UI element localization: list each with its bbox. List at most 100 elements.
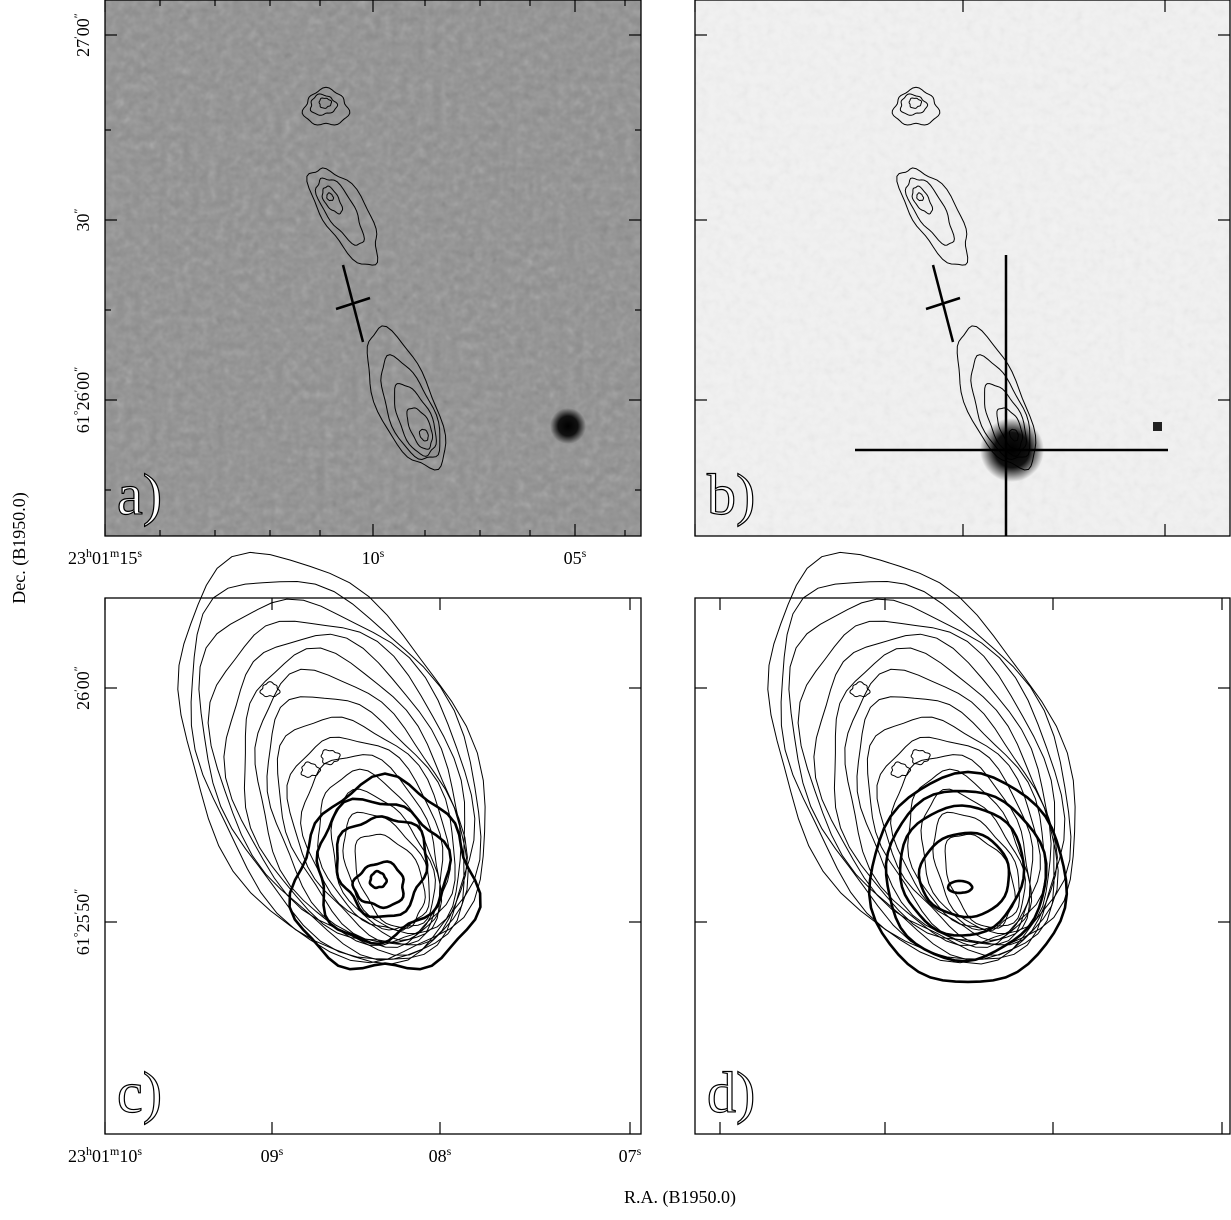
contour	[856, 696, 1046, 948]
contour	[380, 354, 441, 461]
contour	[932, 811, 1020, 932]
tick-label-part: ′	[71, 911, 85, 914]
tick-label-part: ″	[71, 209, 85, 214]
contour	[767, 551, 1076, 964]
tick-label-part: 50	[73, 894, 93, 912]
tick-label-part: 08	[429, 1146, 447, 1166]
tick-label: 27′00″	[71, 13, 93, 57]
contour	[406, 407, 434, 450]
contour	[896, 167, 969, 266]
contour	[259, 681, 281, 698]
y-axis-label: Dec. (B1950.0)	[9, 492, 30, 603]
contour	[908, 97, 923, 109]
panel-frame	[694, 597, 1231, 1135]
panel-label: d)	[707, 1060, 755, 1125]
tick-label: 23h01m10s	[68, 1144, 142, 1166]
tick-label-part: 10	[119, 1146, 137, 1166]
contour	[321, 185, 344, 215]
tick-label-part: 00	[73, 18, 93, 36]
tick-label-part: °	[71, 932, 85, 937]
tick-label-part: 26	[73, 692, 93, 710]
tick-label-part: 01	[92, 548, 110, 568]
contour-bold	[898, 804, 1026, 937]
contour	[956, 325, 1037, 471]
contour	[1008, 428, 1019, 442]
contour	[904, 177, 955, 246]
contour	[890, 754, 1033, 941]
tick-label-part: ″	[71, 666, 85, 671]
tick-label-part: 61	[73, 415, 93, 433]
contour	[849, 681, 871, 698]
panel-b-contours	[891, 86, 1037, 471]
tick-label-part: 09	[261, 1146, 279, 1166]
contour	[207, 620, 466, 961]
tick-label-part: 25	[73, 914, 93, 932]
contour	[907, 768, 1031, 935]
tick-label: 09s	[261, 1144, 284, 1166]
tick-label-part: ″	[71, 13, 85, 18]
tick-label: 07s	[619, 1144, 642, 1166]
tick-label-part: 26	[73, 392, 93, 410]
contour	[418, 428, 429, 442]
contour	[780, 580, 1072, 965]
tick-label-part: °	[71, 410, 85, 415]
contour	[223, 633, 469, 956]
tick-label-part: ″	[71, 889, 85, 894]
tick-label-part: h	[86, 1144, 92, 1158]
x-axis-label: R.A. (B1950.0)	[624, 1187, 736, 1208]
panel-label: a)	[117, 462, 162, 527]
contour	[314, 177, 365, 246]
tick-label-part: 05	[564, 548, 582, 568]
contour	[330, 788, 436, 931]
contour	[326, 192, 335, 202]
contour	[177, 551, 486, 964]
tick-label-part: s	[137, 546, 142, 560]
contour	[970, 354, 1031, 461]
contour-bold	[351, 860, 405, 910]
contour	[254, 668, 462, 946]
contour	[920, 788, 1026, 931]
contour	[910, 749, 931, 766]
contour-bold	[368, 869, 389, 890]
contour	[301, 86, 351, 126]
contour-set	[767, 551, 1076, 984]
tick-label-part: ″	[71, 367, 85, 372]
tick-label: 30″	[71, 209, 93, 232]
contour	[342, 811, 430, 932]
contour	[306, 167, 379, 266]
contour	[309, 93, 339, 116]
tick-label: 23h01m15s	[68, 546, 142, 568]
panel-b-image	[695, 0, 1230, 536]
contour	[243, 647, 468, 946]
tick-label-part: s	[447, 1144, 452, 1158]
slit	[335, 264, 371, 343]
panel-a-image	[105, 0, 641, 536]
contour	[996, 407, 1024, 450]
tick-label-part: 30	[73, 214, 93, 232]
panel-label: c)	[117, 1060, 162, 1125]
contour	[890, 761, 912, 778]
contour	[891, 86, 941, 126]
tick-label-part: m	[110, 1144, 120, 1158]
contour	[788, 598, 1066, 960]
contour	[916, 192, 925, 202]
contour	[899, 93, 929, 116]
contour	[876, 736, 1034, 944]
contour-bold	[288, 772, 482, 971]
tick-label: 61°25′50″	[71, 889, 93, 955]
contour	[286, 736, 444, 944]
tick-label: 10s	[362, 546, 385, 568]
tick-label: 08s	[429, 1144, 452, 1166]
contour	[320, 749, 341, 766]
panel-a-contours	[301, 86, 447, 471]
tick-label-part: s	[380, 546, 385, 560]
tick-label: 05s	[564, 546, 587, 568]
contour-bold	[335, 815, 429, 919]
contour	[813, 633, 1059, 956]
contour-bold	[884, 789, 1048, 963]
contour	[198, 598, 476, 960]
tick-label-part: 23	[68, 1146, 86, 1166]
contour	[844, 668, 1052, 946]
tick-label-part: 07	[619, 1146, 637, 1166]
